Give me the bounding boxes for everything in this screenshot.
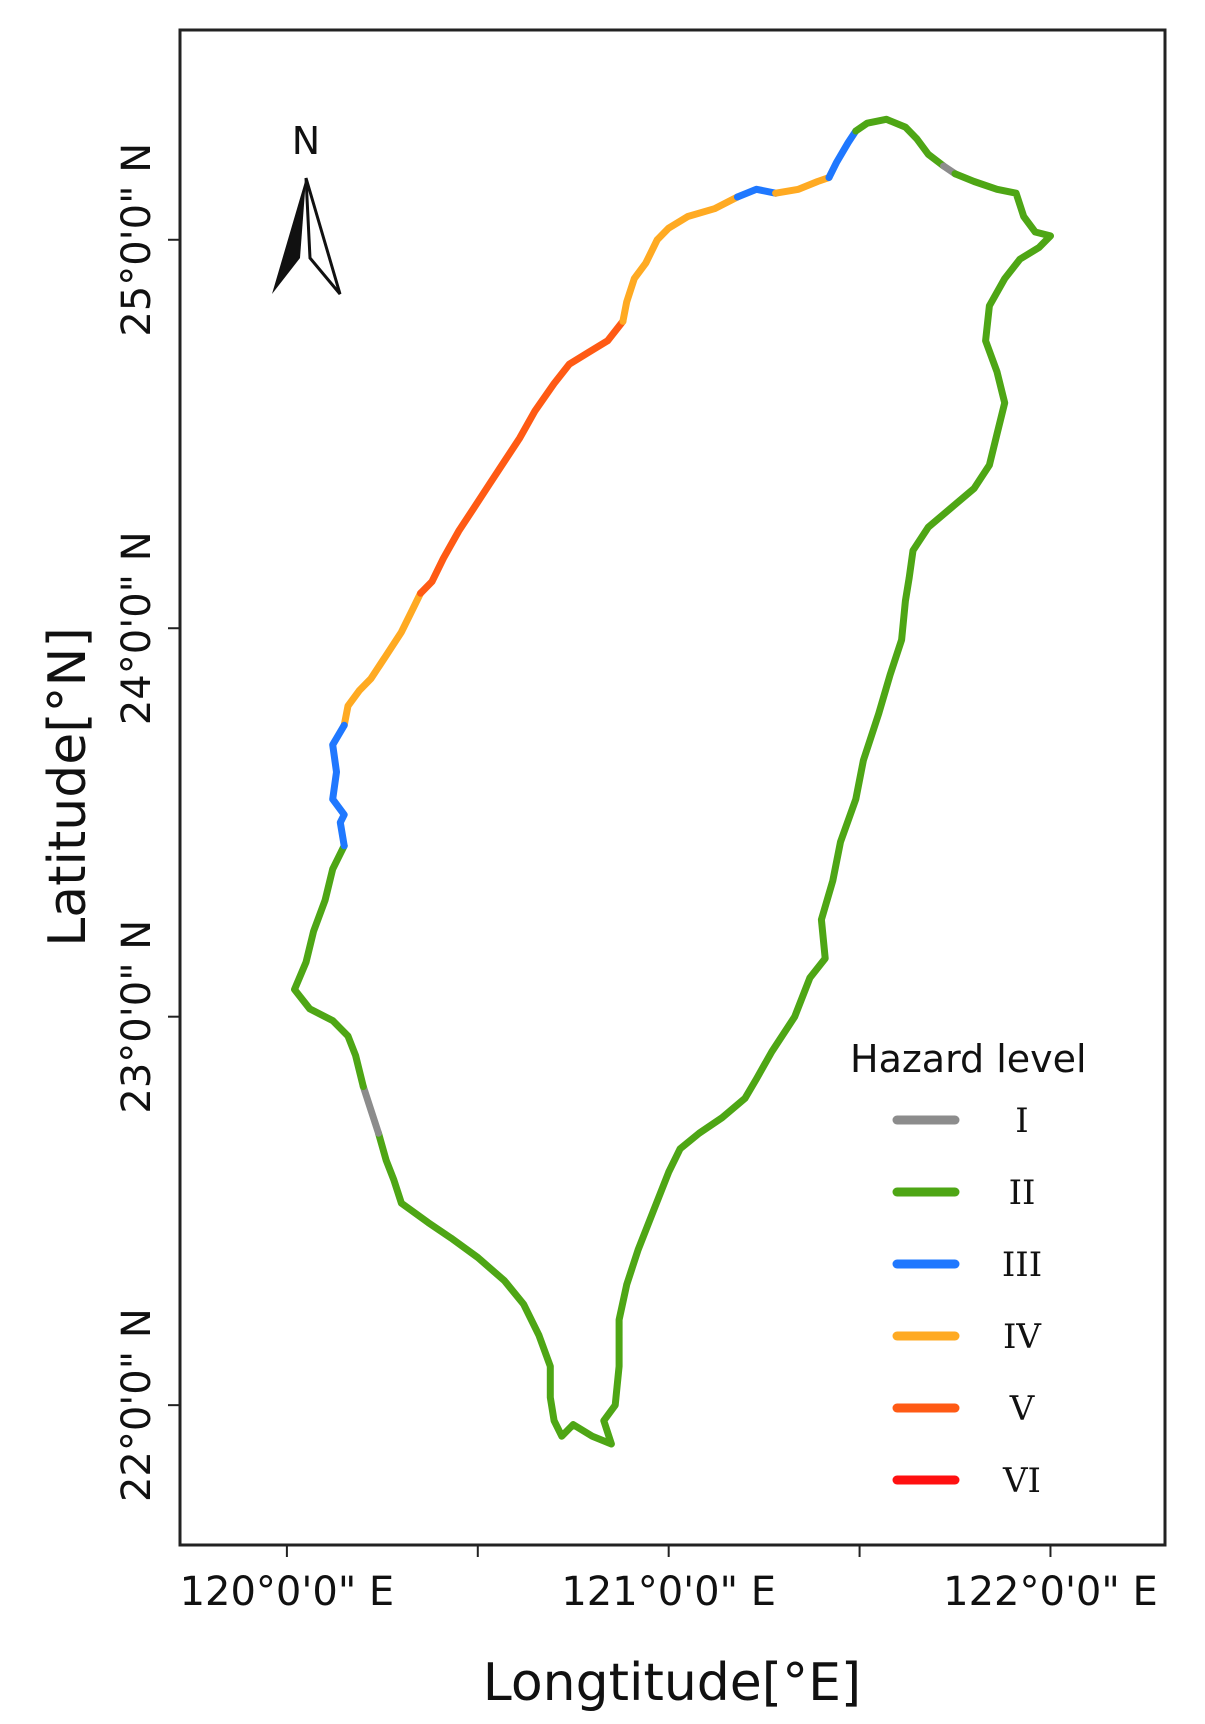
- y-tick-label: 23°0'0" N: [114, 920, 160, 1114]
- legend-label-I: I: [1015, 1101, 1028, 1141]
- coast-segment-level-II: [291, 842, 367, 1091]
- y-tick-label: 22°0'0" N: [114, 1308, 160, 1502]
- legend-label-IV: IV: [1003, 1317, 1042, 1357]
- legend-label-VI: VI: [1002, 1461, 1041, 1501]
- coast-segment-level-IV: [340, 589, 424, 729]
- legend-label-II: II: [1009, 1173, 1036, 1213]
- north-arrow-left-half: [272, 178, 306, 294]
- coast-segment-level-IV: [772, 174, 833, 197]
- north-arrow-label: N: [292, 119, 320, 163]
- coast-segment-level-III: [825, 127, 860, 182]
- legend-label-III: III: [1002, 1245, 1042, 1285]
- north-arrow-right-half: [304, 177, 342, 295]
- x-tick-label: 122°0'0" E: [943, 1569, 1158, 1615]
- y-axis-title: Latitude[°N]: [38, 627, 98, 947]
- legend-label-V: V: [1009, 1389, 1036, 1429]
- legend-title: Hazard level: [850, 1037, 1087, 1081]
- north-arrow: N: [272, 119, 342, 295]
- axis-ticks: 120°0'0" E 121°0'0" E 122°0'0" E 22°0'0" N 2…: [114, 143, 1158, 1615]
- x-axis-title: Longtitude[°E]: [483, 1653, 861, 1713]
- coast-segment-level-V: [417, 317, 627, 597]
- y-tick-label: 24°0'0" N: [114, 531, 160, 725]
- x-tick-label: 121°0'0" E: [561, 1569, 776, 1615]
- coast-segment-level-II: [375, 170, 1054, 1448]
- coastline: [291, 115, 1054, 1448]
- x-tick-label: 120°0'0" E: [180, 1569, 395, 1615]
- coast-segment-level-II: [852, 115, 948, 170]
- coast-segment-level-I: [359, 1083, 382, 1137]
- y-tick-label: 25°0'0" N: [114, 143, 160, 337]
- coast-segment-level-IV: [619, 193, 741, 325]
- coast-segment-level-III: [733, 185, 780, 201]
- coast-segment-level-III: [329, 721, 348, 850]
